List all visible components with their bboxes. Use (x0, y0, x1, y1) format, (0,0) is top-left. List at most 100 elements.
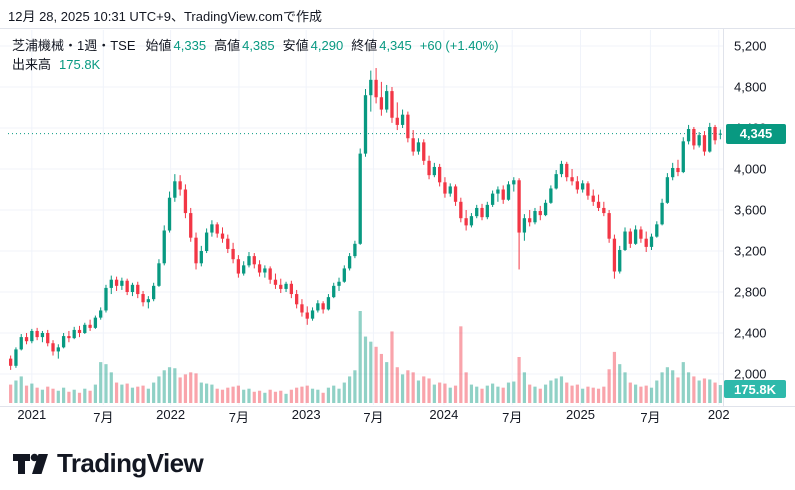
candle-body (596, 201, 601, 208)
volume-bar (406, 370, 410, 403)
candle-body (591, 195, 595, 202)
volume-bar (639, 386, 643, 403)
candle-body (99, 310, 103, 318)
volume-bar (363, 336, 368, 403)
volume-bar (220, 389, 225, 403)
candle-body (469, 216, 474, 226)
volume-bar (183, 374, 188, 403)
candle-body (321, 303, 325, 310)
volume-bar (602, 386, 606, 403)
candle-body (178, 181, 182, 190)
candle-body (543, 202, 548, 216)
y-axis-label: 4,000 (734, 162, 767, 177)
candle-body (162, 230, 166, 264)
last-price-badge: 4,345 (726, 123, 786, 144)
candle-body (353, 243, 357, 257)
candle-body (644, 238, 648, 247)
volume-bar (692, 376, 696, 403)
volume-bar (199, 382, 203, 403)
volume-bar (501, 387, 505, 403)
candle-body (56, 347, 60, 352)
time-axis[interactable]: 2021 7月 2022 7月 2023 7月 2024 7月 2025 7月 202 (0, 407, 795, 425)
candle-body (316, 303, 320, 311)
volume-bar (24, 385, 29, 403)
candle-body (146, 299, 151, 303)
volume-bar (30, 383, 34, 403)
candle-body (358, 153, 362, 244)
volume-bar (522, 372, 526, 403)
x-axis-label: 2023 (291, 407, 321, 422)
candle-body (671, 167, 675, 178)
candle-body (533, 211, 537, 223)
candle-body (141, 294, 145, 303)
volume-bar (686, 372, 691, 403)
volume-bar (385, 362, 389, 403)
volume-bar (93, 384, 97, 403)
candle-body (332, 285, 336, 298)
candle-body (422, 142, 426, 161)
volume-bar (596, 388, 601, 403)
x-axis-label: 2025 (566, 407, 595, 422)
candle-body (263, 268, 267, 273)
volume-bar (533, 386, 537, 403)
candle-body (628, 231, 632, 244)
candle-body (24, 337, 29, 342)
volume-bar (353, 370, 357, 403)
candle-body (326, 297, 331, 310)
volume-bar (56, 390, 60, 403)
candle-body (363, 95, 368, 154)
volume-bar (575, 384, 579, 403)
volume-bar (581, 388, 585, 403)
last-volume-badge: 175.8K (724, 380, 786, 398)
candle-body (347, 256, 352, 269)
attribution-text: 12月 28, 2025 10:31 UTC+9、TradingView.com… (8, 9, 322, 24)
candle-body (157, 263, 161, 286)
volume-bar (51, 388, 55, 403)
candle-body (289, 283, 294, 295)
candlestick-chart[interactable]: 5,2004,8004,4004,0003,6003,2002,8002,400… (0, 29, 795, 406)
candle-body (549, 188, 553, 203)
volume-bar (453, 385, 458, 403)
candle-body (130, 284, 135, 292)
y-axis-label: 3,600 (734, 203, 767, 218)
candle-body (61, 336, 66, 348)
y-axis-label: 4,800 (734, 80, 767, 95)
volume-bar (99, 362, 103, 403)
volume-bar (289, 389, 293, 403)
chart-pane[interactable]: 5,2004,8004,4004,0003,6003,2002,8002,400… (0, 28, 795, 407)
candle-body (506, 184, 511, 200)
volume-bar (432, 384, 436, 403)
candle-body (623, 231, 627, 250)
volume-bar (586, 386, 590, 403)
candle-body (268, 268, 272, 280)
candle-body (305, 312, 309, 319)
volume-bar (697, 380, 701, 403)
volume-bar (104, 364, 108, 403)
volume-bar (226, 387, 230, 403)
volume-bar (173, 368, 177, 403)
volume-bar (157, 376, 161, 403)
volume-bar (459, 326, 463, 403)
candle-body (649, 236, 654, 247)
volume-bar (77, 392, 82, 403)
volume-bar (194, 373, 198, 403)
x-axis-label: 2024 (429, 407, 459, 422)
volume-bar (247, 388, 251, 403)
volume-bar (332, 385, 336, 403)
candle-body (702, 135, 707, 152)
candle-body (437, 166, 442, 183)
volume-bar (9, 384, 13, 403)
volume-bar (708, 379, 712, 403)
volume-bar (305, 385, 309, 403)
candle-body (501, 189, 505, 200)
candle-body (528, 218, 532, 223)
volume-bar (565, 382, 569, 403)
volume-bar (660, 372, 664, 403)
candle-body (279, 284, 283, 289)
volume-bar (649, 387, 654, 403)
volume-bar (215, 388, 219, 403)
volume-bar (491, 383, 495, 403)
candle-body (512, 180, 516, 185)
candle-body (173, 181, 177, 198)
candle-body (459, 201, 463, 219)
